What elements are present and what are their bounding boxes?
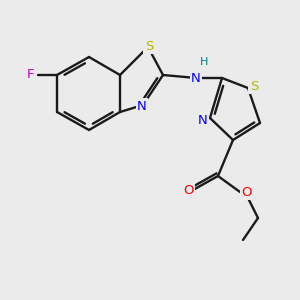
Text: H: H: [200, 57, 208, 67]
Text: O: O: [242, 185, 252, 199]
Text: N: N: [191, 71, 201, 85]
Text: F: F: [26, 68, 34, 82]
Text: S: S: [250, 80, 258, 92]
Text: S: S: [145, 40, 153, 52]
Text: O: O: [183, 184, 193, 196]
Text: N: N: [137, 100, 147, 112]
Text: N: N: [198, 113, 208, 127]
